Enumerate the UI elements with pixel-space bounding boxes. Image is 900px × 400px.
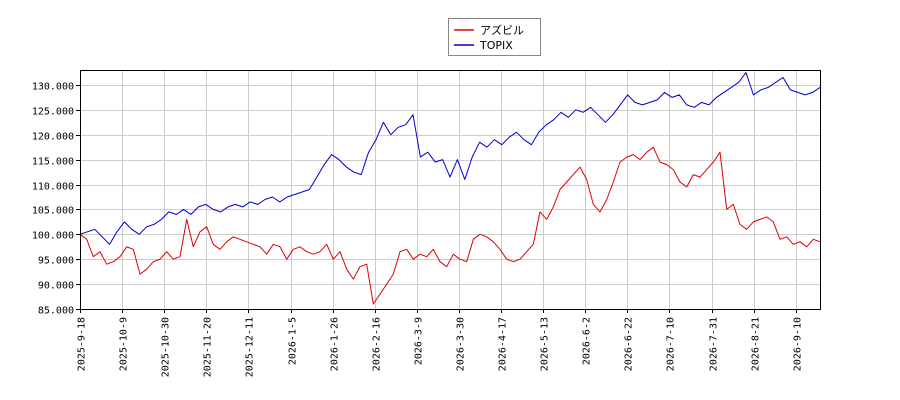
- grid: [80, 70, 820, 310]
- y-tick-label: 95.000: [38, 256, 74, 267]
- y-tick-label: 85.000: [38, 306, 74, 317]
- x-tick-label: 2026-7-10: [666, 317, 677, 371]
- x-tick-label: 2025-10-30: [161, 317, 172, 377]
- x-tick-label: 2026-9-10: [793, 317, 804, 371]
- y-axis-ticks: 85.000 90.000 95.000 100.000 105.000 110.000 1…: [32, 82, 80, 317]
- x-tick-label: 2026-1-26: [330, 317, 341, 371]
- x-tick-label: 2026-2-16: [372, 317, 383, 371]
- series-line-topix: [79, 72, 821, 245]
- series-line-azbil: [79, 146, 821, 305]
- x-axis-ticks: 2025-9-18 2025-10-9 2025-10-30 2025-11-20 20…: [77, 309, 804, 377]
- y-tick-label: 125.000: [32, 107, 74, 118]
- legend-label-topix: TOPIX: [479, 39, 513, 52]
- x-tick-label: 2026-6-2: [582, 317, 593, 365]
- x-tick-label: 2025-12-11: [245, 317, 256, 377]
- x-tick-label: 2026-3-9: [414, 317, 425, 365]
- x-tick-label: 2026-8-21: [751, 317, 762, 371]
- x-tick-label: 2025-10-9: [119, 317, 130, 371]
- plot-frame: [80, 70, 821, 310]
- x-tick-label: 2026-6-22: [624, 317, 635, 371]
- y-tick-label: 120.000: [32, 132, 74, 143]
- y-tick-label: 130.000: [32, 82, 74, 93]
- x-tick-label: 2025-11-20: [203, 317, 214, 377]
- series-layer: [79, 72, 821, 305]
- y-tick-label: 90.000: [38, 281, 74, 292]
- x-tick-label: 2025-9-18: [77, 317, 88, 371]
- legend-box: [448, 18, 541, 56]
- y-tick-label: 110.000: [32, 182, 74, 193]
- x-tick-label: 2026-1-5: [288, 317, 299, 365]
- x-tick-label: 2026-5-13: [540, 317, 551, 371]
- legend-label-azbil: アズビル: [480, 23, 524, 37]
- y-tick-label: 115.000: [32, 157, 74, 168]
- legend: アズビル TOPIX: [448, 18, 541, 56]
- y-tick-label: 100.000: [32, 231, 74, 242]
- x-tick-label: 2026-3-30: [456, 317, 467, 371]
- x-tick-label: 2026-4-17: [498, 317, 509, 371]
- y-tick-label: 105.000: [32, 206, 74, 217]
- x-tick-label: 2026-7-31: [709, 317, 720, 371]
